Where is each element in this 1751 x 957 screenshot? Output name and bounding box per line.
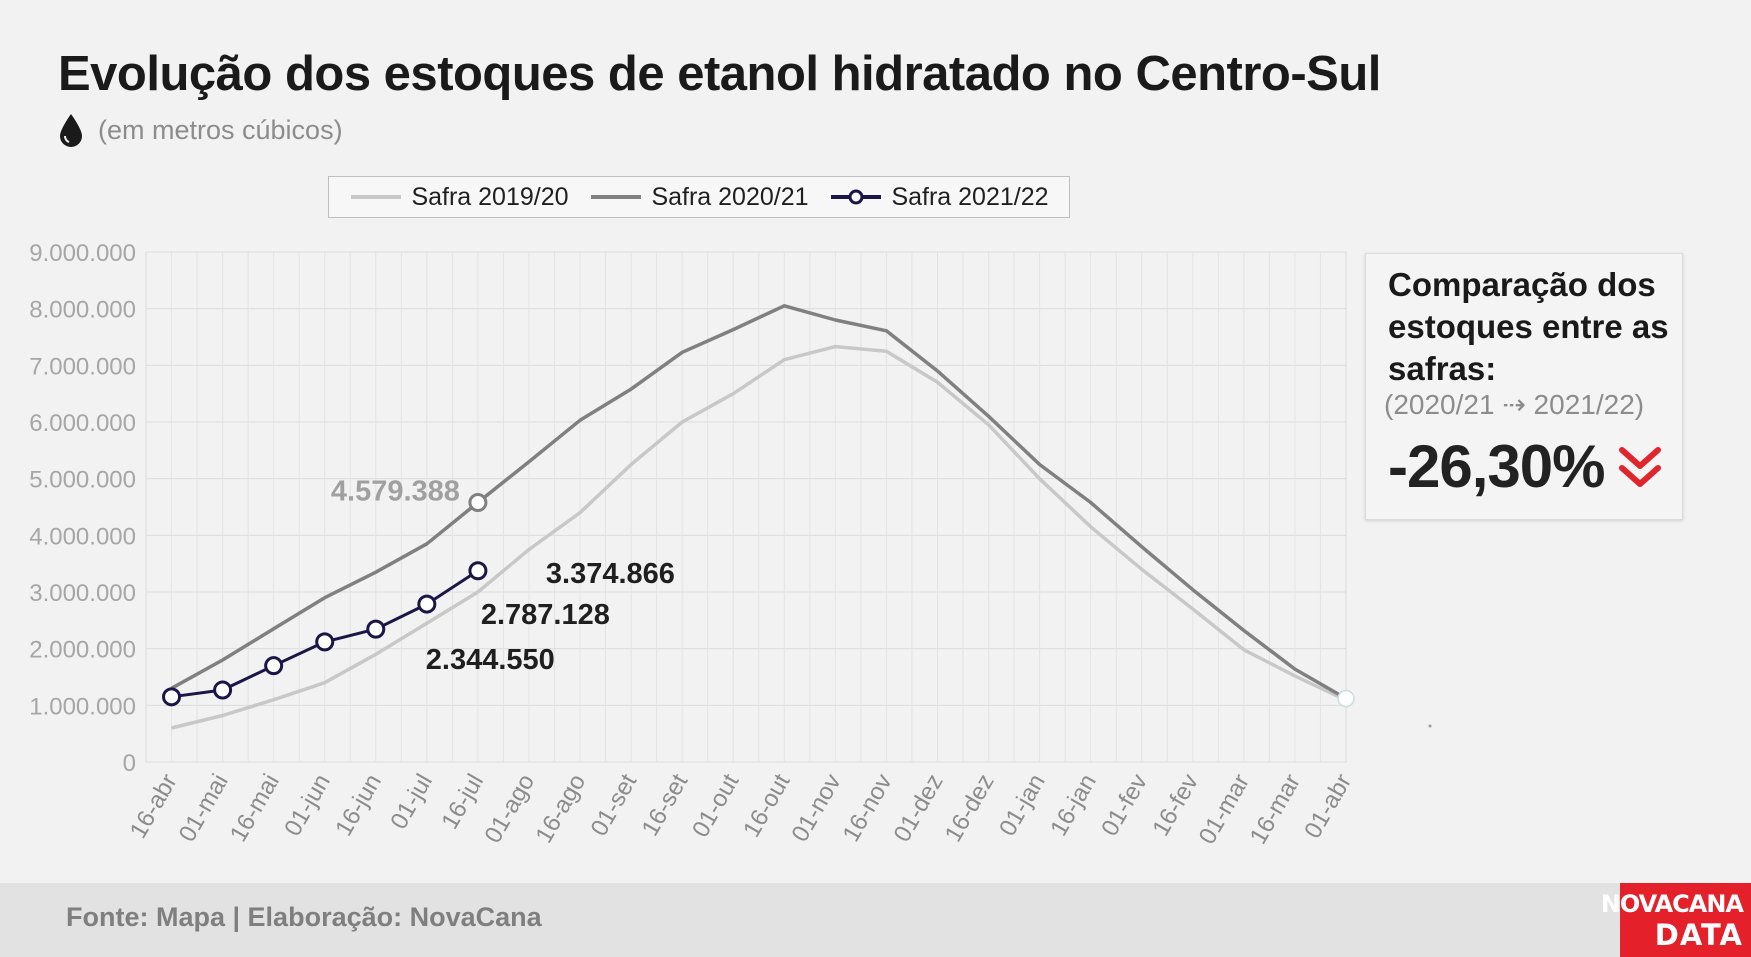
comparison-value-row: -26,30% [1388,432,1662,501]
legend-item-2020: Safra 2020/21 [589,182,809,212]
x-tick-label: 01-ago [479,770,540,848]
data-point-2021 [315,632,335,652]
marker-layer [162,493,1432,728]
x-tick-label: 16-nov [838,770,898,847]
x-tick-label: 16-set [637,769,694,841]
data-point-2021 [468,561,488,581]
y-tick-label: 6.000.000 [29,410,136,437]
legend-label-2020: Safra 2020/21 [651,182,809,211]
y-tick-label: 1.000.000 [29,693,136,720]
x-tick-label: 01-nov [786,770,846,847]
x-tick-label: 16-ago [530,770,591,848]
subtitle-row: (em metros cúbicos) [58,112,343,148]
data-label: 4.579.388 [331,476,460,508]
data-point-2021 [1337,689,1355,708]
chart-title: Evolução dos estoques de etanol hidratad… [58,47,1381,101]
y-tick-label: 2.000.000 [29,637,136,664]
source-credit: Fonte: Mapa | Elaboração: NovaCana [66,902,542,932]
x-tick-label: 01-mai [174,770,234,847]
legend-label-2021: Safra 2021/22 [891,182,1049,211]
x-tick-label: 01-out [687,769,745,842]
logo-line1: NOVACANA [1600,890,1744,918]
legend-swatch-2020 [591,195,642,199]
chart-legend: Safra 2019/20 Safra 2020/21 Safra 2021/2… [328,176,1070,218]
x-tick-label: 01-dez [889,770,949,847]
x-tick-label: 16-jul [436,770,489,834]
comparison-card-subtitle: (2020/21 ⇢ 2021/22) [1384,389,1645,420]
y-tick-label: 9.000.000 [29,240,136,267]
y-tick-label: 0 [123,750,136,777]
comparison-card-title: Comparação dos estoques entre as safras: [1388,266,1669,387]
legend-label-2019: Safra 2019/20 [411,182,569,211]
x-tick-label: 16-mai [225,770,285,847]
footer: Fonte: Mapa | Elaboração: NovaCana [0,883,1751,957]
data-point-2021 [162,687,182,707]
x-tick-label: 01-jul [385,770,438,834]
novacana-data-logo: NOVACANA DATA [1601,883,1751,957]
legend-swatch-2021 [831,189,882,205]
x-tick-label: 16-fev [1147,770,1204,841]
x-tick-label: 16-mar [1245,770,1306,849]
y-tick-label: 5.000.000 [29,467,136,494]
drop-icon [60,114,82,147]
x-tick-label: 16-jun [330,770,387,841]
data-point-2021 [213,680,233,700]
series-line-1 [170,304,1347,701]
x-tick-label: 01-abr [1299,769,1357,843]
grid-layer [145,251,1347,763]
x-tick-label: 01-jun [279,770,336,841]
series-line-0 [171,344,1347,730]
legend-swatch-2019 [351,195,402,199]
comparison-value: -26,30% [1388,433,1605,500]
x-tick-label: 16-jan [1045,770,1102,841]
data-label: 2.787.128 [481,599,610,631]
x-tick-label: 01-jan [994,770,1051,841]
x-tick-label: 01-fev [1096,770,1153,841]
data-point-2021 [264,656,284,676]
y-tick-label: 3.000.000 [29,580,136,607]
stray-dot [1428,724,1432,728]
x-tick-label: 01-set [586,769,643,841]
y-tick-label: 7.000.000 [29,353,136,380]
annotation-layer: 4.579.388 3.374.866 2.787.128 2.344.550 [331,476,675,677]
data-point-2021 [366,619,386,639]
y-tick-label: 4.000.000 [29,523,136,550]
data-point-2020-highlight [468,493,488,513]
data-point-2021 [417,594,437,614]
legend-item-2021: Safra 2021/22 [829,182,1049,212]
x-tick-label: 16-dez [940,770,1000,847]
chart-subtitle: (em metros cúbicos) [98,114,343,145]
comparison-card: Comparação dos estoques entre as safras:… [1365,253,1683,520]
double-chevron-down-icon [1619,446,1662,487]
y-tick-label: 8.000.000 [29,297,136,324]
legend-item-2019: Safra 2019/20 [349,182,569,212]
logo-line2: DATA [1654,918,1743,952]
axis-layer: 0 1.000.000 2.000.000 3.000.000 4.000.000 5.0… [29,240,1357,849]
data-label: 2.344.550 [426,644,555,676]
plot-frame [145,251,1347,763]
data-label: 3.374.866 [546,558,675,590]
